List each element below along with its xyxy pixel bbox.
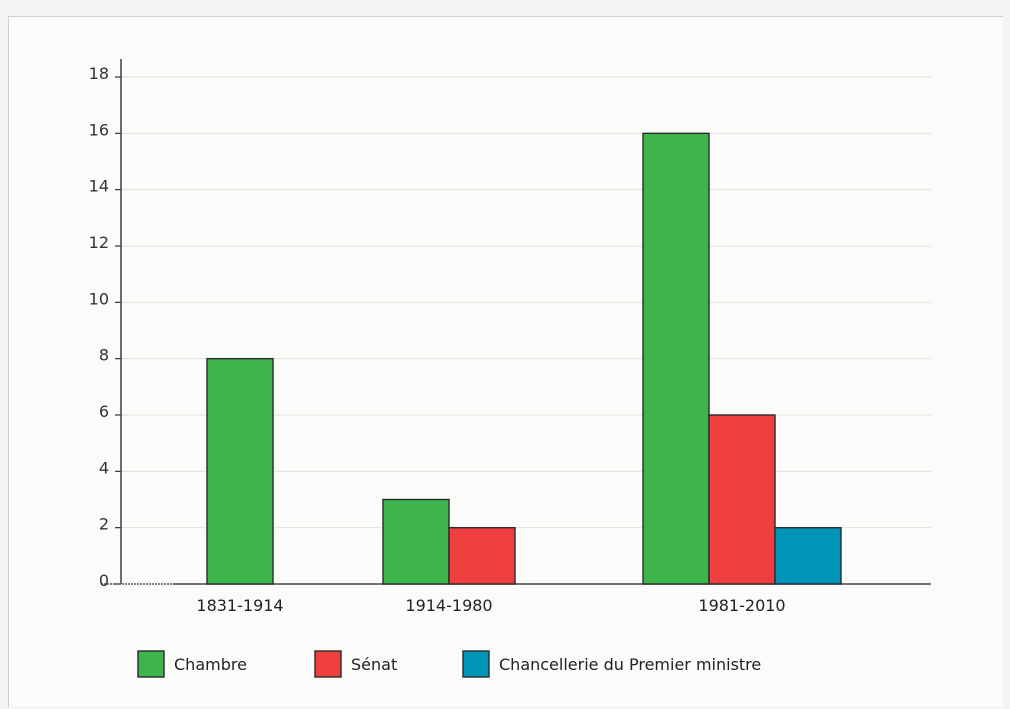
y-tick-label: 12 (89, 233, 109, 252)
bars (206, 132, 842, 585)
legend-swatch-chambre (137, 650, 165, 678)
bar-chart: 0 2 4 6 8 10 12 14 16 18 1831-1914 1914-1980 1981-20… (89, 59, 931, 678)
legend: Chambre Sénat Chancellerie du Premier mini… (137, 650, 761, 678)
bar-s-nat-1914-1980 (448, 526, 516, 585)
x-category-label: 1981-2010 (698, 596, 785, 615)
y-tick-label: 2 (99, 515, 109, 534)
legend-label: Chambre (174, 655, 247, 674)
legend-swatch-chancellerie-du-premier-ministre (462, 650, 490, 678)
bar-chambre-1981-2010 (642, 132, 710, 585)
x-category-label: 1831-1914 (196, 596, 283, 615)
legend-label: Sénat (351, 655, 397, 674)
bar-chancellerie-du-premier-ministre-1981-2010 (774, 526, 842, 585)
y-tick-label: 16 (89, 120, 109, 139)
chart-frame: 0 2 4 6 8 10 12 14 16 18 1831-1914 1914-1980 1981-20… (8, 16, 1003, 707)
y-tick-label: 0 (99, 571, 109, 590)
y-tick-label: 18 (89, 64, 109, 83)
legend-swatch-s-nat (314, 650, 342, 678)
bar-chambre-1831-1914 (206, 357, 274, 585)
y-tick-label: 10 (89, 289, 109, 308)
y-tick-label: 8 (99, 346, 109, 365)
x-category-label: 1914-1980 (405, 596, 492, 615)
axis-labels: 0 2 4 6 8 10 12 14 16 18 1831-1914 1914-1980 1981-20… (89, 64, 786, 615)
y-tick-label: 14 (89, 177, 109, 196)
bar-s-nat-1981-2010 (708, 414, 776, 585)
bar-chambre-1914-1980 (382, 498, 450, 585)
y-tick-label: 6 (99, 402, 109, 421)
y-tick-label: 4 (99, 458, 109, 477)
legend-label: Chancellerie du Premier ministre (499, 655, 761, 674)
